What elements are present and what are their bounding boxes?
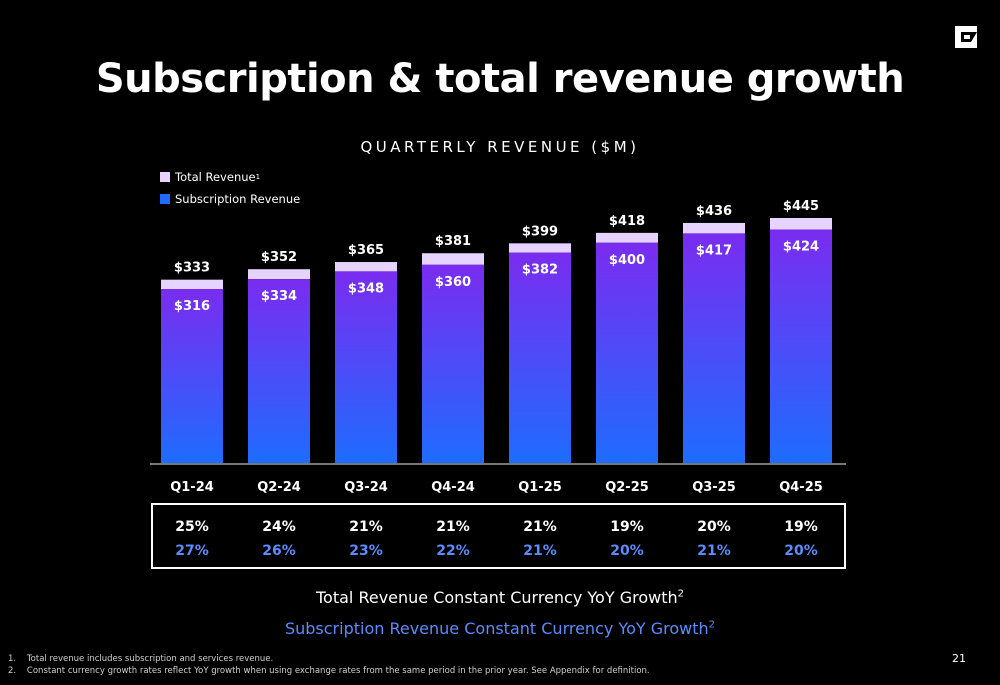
bar-total-Q3-24 <box>335 262 397 272</box>
legend-item-total: Total Revenue 1 <box>160 166 300 188</box>
growth-subscription-Q4-24: 22% <box>436 543 470 559</box>
growth-label-subscription: Subscription Revenue Constant Currency Y… <box>0 619 1000 638</box>
data-label-total-Q1-24: $333 <box>174 261 210 276</box>
bar-total-Q2-25 <box>596 232 658 243</box>
legend-swatch-total <box>160 172 170 182</box>
legend-footnote-marker: 1 <box>255 173 261 181</box>
data-label-subscription-Q1-24: $316 <box>174 299 210 314</box>
chart-legend: Total Revenue 1 Subscription Revenue <box>160 166 300 210</box>
tick-label-Q2-24: Q2-24 <box>257 480 301 495</box>
growth-total-Q3-25: 20% <box>697 519 731 535</box>
tick-label-Q2-25: Q2-25 <box>605 480 649 495</box>
bar-total-Q4-25 <box>770 218 832 230</box>
bar-subscription-Q3-25 <box>683 233 745 463</box>
data-label-subscription-Q3-25: $417 <box>696 243 732 258</box>
growth-label-total-text: Total Revenue Constant Currency YoY Grow… <box>316 588 678 607</box>
footnotes: 1. Total revenue includes subscription a… <box>8 653 650 677</box>
bar-total-Q2-24 <box>248 269 310 280</box>
data-label-total-Q4-24: $381 <box>435 234 471 249</box>
legend-item-subscription: Subscription Revenue <box>160 188 300 210</box>
data-label-subscription-Q3-24: $348 <box>348 281 384 296</box>
growth-subscription-Q3-25: 21% <box>697 543 731 559</box>
slide-title: Subscription & total revenue growth <box>95 56 905 102</box>
bar-subscription-Q2-25 <box>596 242 658 463</box>
growth-label-total-marker: 2 <box>677 588 684 600</box>
tick-label-Q1-25: Q1-25 <box>518 480 562 495</box>
growth-total-Q1-25: 21% <box>523 519 557 535</box>
data-label-total-Q2-25: $418 <box>609 214 645 229</box>
bar-subscription-Q4-24 <box>422 264 484 463</box>
footnote-1: 1. Total revenue includes subscription a… <box>8 654 274 664</box>
data-label-subscription-Q4-25: $424 <box>783 240 819 255</box>
data-label-subscription-Q2-24: $334 <box>261 289 297 304</box>
legend-label-total: Total Revenue <box>175 170 256 184</box>
bar-subscription-Q2-24 <box>248 279 310 463</box>
growth-table-box <box>151 503 846 569</box>
bar-subscription-Q1-24 <box>161 289 223 463</box>
growth-total-Q4-25: 19% <box>784 519 818 535</box>
tick-label-Q4-24: Q4-24 <box>431 480 475 495</box>
growth-subscription-Q4-25: 20% <box>784 543 818 559</box>
growth-total-Q1-24: 25% <box>175 519 209 535</box>
chart-title: QUARTERLY REVENUE ($M) <box>360 138 640 156</box>
growth-label-subscription-text: Subscription Revenue Constant Currency Y… <box>284 619 709 638</box>
bar-subscription-Q3-24 <box>335 271 397 463</box>
growth-total-Q3-24: 21% <box>349 519 383 535</box>
tick-label-Q3-24: Q3-24 <box>344 480 388 495</box>
legend-swatch-subscription <box>160 194 170 204</box>
growth-subscription-Q1-25: 21% <box>523 543 557 559</box>
bar-total-Q1-25 <box>509 243 571 253</box>
data-label-subscription-Q4-24: $360 <box>435 275 471 290</box>
growth-subscription-Q1-24: 27% <box>175 543 209 559</box>
bar-subscription-Q4-25 <box>770 229 832 463</box>
tick-label-Q1-24: Q1-24 <box>170 480 214 495</box>
data-label-total-Q3-24: $365 <box>348 243 384 258</box>
tick-label-Q3-25: Q3-25 <box>692 480 736 495</box>
tick-label-Q4-25: Q4-25 <box>779 480 823 495</box>
bar-subscription-Q1-25 <box>509 252 571 463</box>
bar-total-Q1-24 <box>161 279 223 290</box>
growth-total-Q4-24: 21% <box>436 519 470 535</box>
growth-subscription-Q2-25: 20% <box>610 543 644 559</box>
growth-label-total: Total Revenue Constant Currency YoY Grow… <box>0 588 1000 607</box>
data-label-total-Q1-25: $399 <box>522 224 558 239</box>
bar-total-Q4-24 <box>422 253 484 265</box>
growth-subscription-Q3-24: 23% <box>349 543 383 559</box>
data-label-subscription-Q2-25: $400 <box>609 253 645 268</box>
data-label-total-Q3-25: $436 <box>696 204 732 219</box>
bar-total-Q3-25 <box>683 222 745 234</box>
legend-label-subscription: Subscription Revenue <box>175 192 301 206</box>
data-label-subscription-Q1-25: $382 <box>522 263 558 278</box>
company-logo-icon <box>955 26 977 48</box>
growth-total-Q2-25: 19% <box>610 519 644 535</box>
page-number: 21 <box>952 652 966 665</box>
data-label-total-Q4-25: $445 <box>783 199 819 214</box>
data-label-total-Q2-24: $352 <box>261 250 297 265</box>
growth-label-subscription-marker: 2 <box>708 619 716 631</box>
growth-total-Q2-24: 24% <box>262 519 296 535</box>
growth-subscription-Q2-24: 26% <box>262 543 296 559</box>
footnote-2: 2. Constant currency growth rates reflec… <box>8 666 650 676</box>
